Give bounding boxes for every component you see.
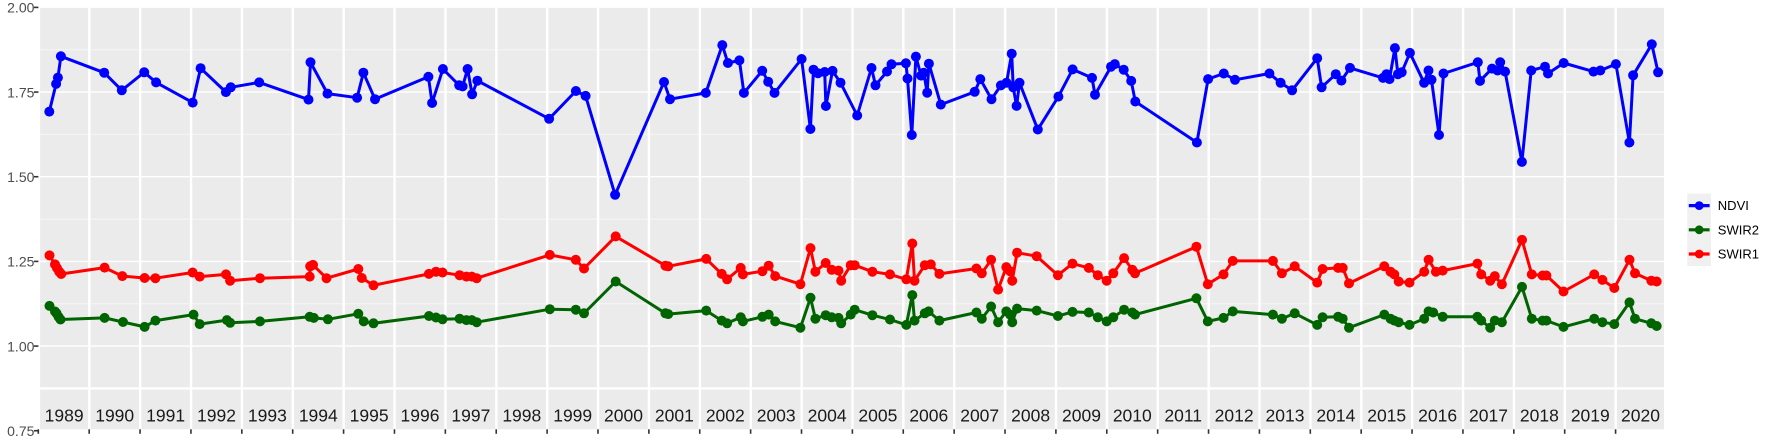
svg-text:2009: 2009	[1062, 405, 1101, 425]
svg-text:1995: 1995	[350, 405, 389, 425]
svg-text:2010: 2010	[1113, 405, 1152, 425]
svg-text:1997: 1997	[451, 405, 490, 425]
svg-text:0.75: 0.75	[7, 423, 34, 439]
svg-text:2004: 2004	[808, 405, 847, 425]
svg-text:2000: 2000	[604, 405, 643, 425]
svg-text:2016: 2016	[1418, 405, 1457, 425]
svg-text:NDVI: NDVI	[1718, 198, 1749, 213]
svg-text:2017: 2017	[1469, 405, 1508, 425]
svg-text:2.00: 2.00	[7, 0, 34, 16]
svg-text:1998: 1998	[502, 405, 541, 425]
svg-text:1.75: 1.75	[7, 84, 34, 100]
svg-text:2007: 2007	[960, 405, 999, 425]
svg-text:2008: 2008	[1011, 405, 1050, 425]
svg-text:2018: 2018	[1520, 405, 1559, 425]
svg-text:1.25: 1.25	[7, 254, 34, 270]
svg-text:1993: 1993	[248, 405, 287, 425]
svg-text:SWIR2: SWIR2	[1718, 222, 1759, 237]
svg-text:2005: 2005	[858, 405, 897, 425]
svg-text:1999: 1999	[553, 405, 592, 425]
svg-text:1994: 1994	[299, 405, 338, 425]
svg-text:2002: 2002	[706, 405, 745, 425]
svg-text:2020: 2020	[1621, 405, 1660, 425]
svg-text:1.50: 1.50	[7, 169, 34, 185]
svg-text:2001: 2001	[655, 405, 694, 425]
svg-text:2011: 2011	[1164, 405, 1202, 425]
svg-text:2006: 2006	[909, 405, 948, 425]
svg-text:2015: 2015	[1367, 405, 1406, 425]
svg-text:2012: 2012	[1215, 405, 1254, 425]
svg-text:1991: 1991	[146, 405, 185, 425]
svg-text:2013: 2013	[1266, 405, 1305, 425]
svg-text:1992: 1992	[197, 405, 236, 425]
svg-text:1990: 1990	[95, 405, 134, 425]
svg-text:2003: 2003	[757, 405, 796, 425]
svg-text:2019: 2019	[1571, 405, 1610, 425]
svg-text:1.00: 1.00	[7, 338, 34, 354]
svg-text:2014: 2014	[1316, 405, 1355, 425]
svg-text:1996: 1996	[401, 405, 440, 425]
svg-text:SWIR1: SWIR1	[1718, 247, 1759, 262]
svg-text:1989: 1989	[45, 405, 84, 425]
